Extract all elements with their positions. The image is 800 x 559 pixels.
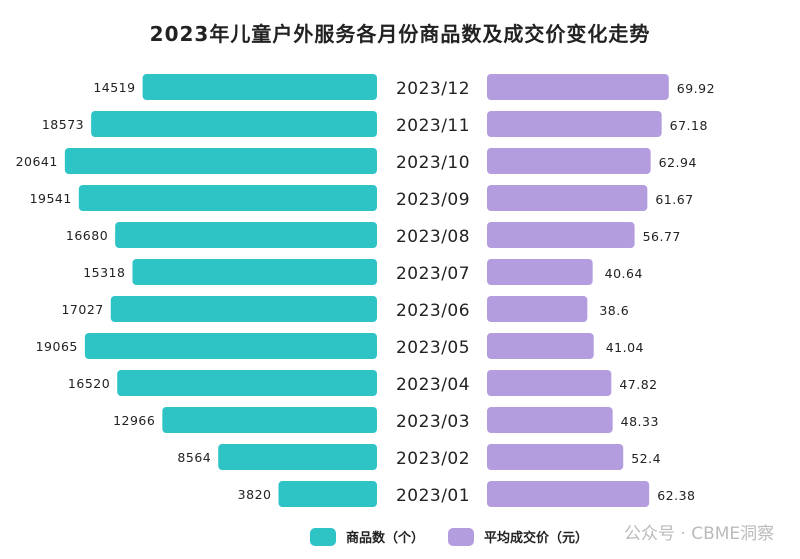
label-count: 12966 [113,413,155,428]
bar-price [487,222,635,248]
bar-count [84,333,377,359]
bar-count [278,481,377,507]
label-count: 19541 [30,191,72,206]
label-count: 17027 [61,302,103,317]
label-count: 16520 [68,376,110,391]
bar-price [487,296,588,322]
legend-label-count: 商品数（个） [346,531,425,546]
label-price: 41.04 [606,340,644,355]
label-count: 18573 [42,117,84,132]
category-label: 2023/01 [396,486,470,506]
label-count: 3820 [238,487,272,502]
category-label: 2023/11 [396,116,470,136]
label-count: 20641 [16,154,58,169]
label-price: 67.18 [670,118,708,133]
label-price: 62.38 [657,488,695,503]
label-count: 14519 [93,80,135,95]
bar-count [115,222,377,248]
bar-price [487,148,651,174]
bar-price [487,74,669,100]
label-price: 47.82 [619,377,657,392]
category-label: 2023/03 [396,412,470,432]
bar-price [487,333,594,359]
bar-count [218,444,377,470]
category-label: 2023/04 [396,375,470,395]
bar-count [91,111,378,137]
label-count: 19065 [36,339,78,354]
bar-price [487,185,648,211]
bar-price [487,444,624,470]
category-label: 2023/05 [396,338,470,358]
label-price: 61.67 [655,192,693,207]
category-label: 2023/07 [396,264,470,284]
legend-item-count: 商品数（个） [310,527,424,546]
bar-count [78,185,378,211]
label-price: 52.4 [631,451,661,466]
bar-count [64,148,377,174]
label-price: 48.33 [621,414,659,429]
legend-swatch-count [310,527,336,546]
bar-count [162,407,377,433]
label-price: 40.64 [605,266,643,281]
category-label: 2023/10 [396,153,470,173]
bar-price [487,407,613,433]
category-label: 2023/12 [396,79,470,99]
bar-count [132,259,377,285]
watermark: 公众号 · CBME洞察 [624,524,775,544]
bar-count [117,370,378,396]
bar-price [487,481,650,507]
bar-price [487,111,662,137]
label-price: 69.92 [677,81,715,96]
chart-title: 2023年儿童户外服务各月份商品数及成交价变化走势 [149,22,651,46]
label-price: 38.6 [599,303,629,318]
bar-price [487,259,593,285]
category-label: 2023/06 [396,301,470,321]
label-count: 15318 [83,265,125,280]
label-price: 62.94 [659,155,697,170]
legend-item-price: 平均成交价（元） [448,527,588,546]
category-label: 2023/09 [396,190,470,210]
label-count: 8564 [177,450,211,465]
bar-count [142,74,377,100]
category-label: 2023/02 [396,449,470,469]
category-label: 2023/08 [396,227,470,247]
legend-label-price: 平均成交价（元） [484,531,589,546]
label-price: 56.77 [643,229,681,244]
bar-count [110,296,377,322]
label-count: 16680 [66,228,108,243]
bar-price [487,370,612,396]
legend-swatch-price [448,527,474,546]
